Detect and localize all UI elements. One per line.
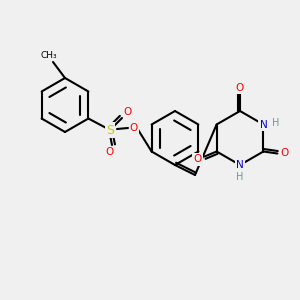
- Text: H: H: [272, 118, 279, 128]
- Text: N: N: [236, 160, 244, 170]
- Text: O: O: [130, 123, 138, 133]
- Text: CH₃: CH₃: [41, 52, 57, 61]
- Text: O: O: [236, 83, 244, 93]
- Text: N: N: [260, 119, 267, 130]
- Text: O: O: [194, 154, 202, 164]
- Text: S: S: [106, 124, 114, 136]
- Text: H: H: [236, 172, 244, 182]
- Text: O: O: [106, 147, 114, 157]
- Text: O: O: [280, 148, 289, 158]
- Text: O: O: [124, 107, 132, 117]
